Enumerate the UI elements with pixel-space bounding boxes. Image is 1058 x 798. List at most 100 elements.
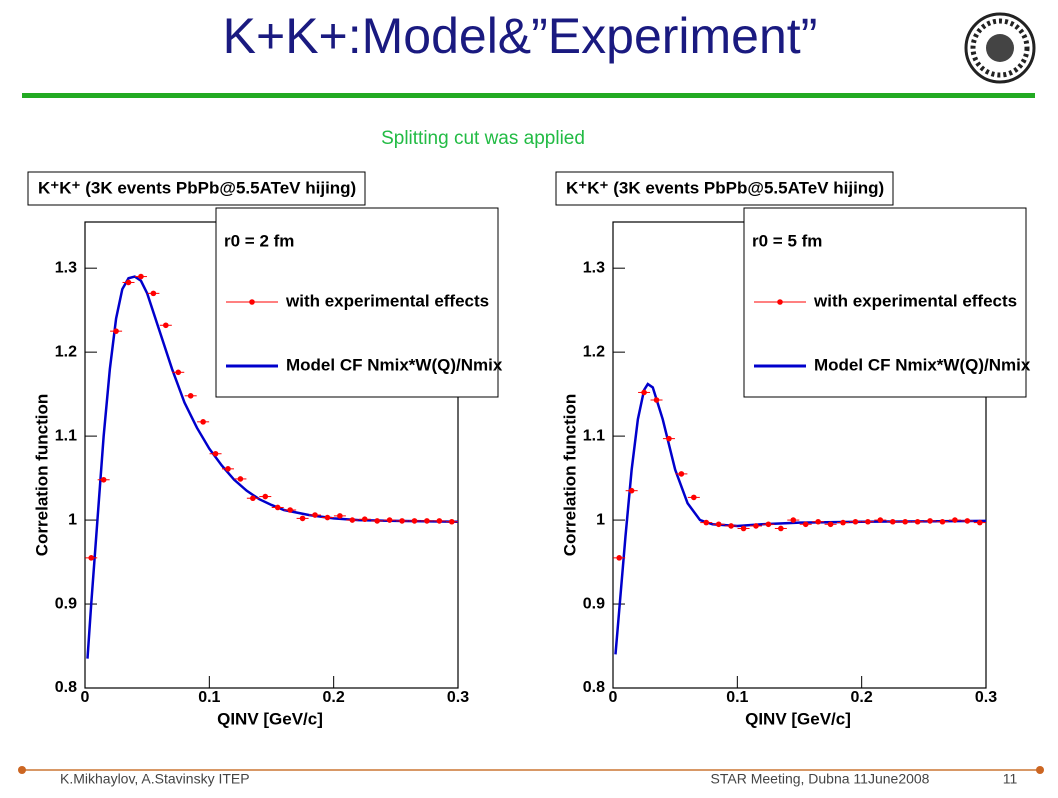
data-point bbox=[88, 555, 95, 561]
data-point bbox=[125, 279, 132, 286]
data-point bbox=[852, 518, 859, 525]
data-point bbox=[703, 519, 710, 526]
data-point bbox=[678, 471, 685, 477]
legend-swatch-point bbox=[777, 299, 783, 305]
x-tick-label: 0.3 bbox=[975, 689, 997, 706]
data-point bbox=[889, 518, 896, 525]
chart-title: K⁺K⁺ (3K events PbPb@5.5ATeV hijing) bbox=[38, 178, 356, 197]
x-tick-label: 0.3 bbox=[447, 689, 469, 706]
data-point bbox=[411, 518, 418, 524]
data-point bbox=[212, 450, 219, 457]
data-point bbox=[113, 328, 119, 334]
footer-dot bbox=[18, 766, 26, 774]
chart-title: K⁺K⁺ (3K events PbPb@5.5ATeV hijing) bbox=[566, 178, 884, 197]
x-tick-label: 0.1 bbox=[726, 689, 748, 706]
data-point bbox=[740, 525, 747, 532]
data-point bbox=[914, 518, 921, 525]
data-point bbox=[728, 523, 734, 529]
data-point bbox=[175, 369, 182, 376]
data-point bbox=[691, 494, 697, 501]
data-point bbox=[840, 519, 846, 526]
legend-label: Model CF Nmix*W(Q)/Nmix bbox=[286, 355, 503, 374]
y-tick-label: 0.8 bbox=[583, 679, 605, 696]
y-tick-label: 1.2 bbox=[583, 343, 605, 360]
data-point bbox=[287, 507, 293, 513]
legend-label: with experimental effects bbox=[285, 291, 489, 310]
data-point bbox=[312, 512, 318, 518]
slide-title: K+K+:Model&”Experiment” bbox=[223, 8, 818, 64]
data-point bbox=[877, 517, 884, 523]
data-point bbox=[765, 521, 772, 528]
y-tick-label: 0.9 bbox=[55, 595, 77, 612]
x-tick-label: 0 bbox=[609, 689, 618, 706]
x-tick-label: 0.2 bbox=[323, 689, 345, 706]
data-point bbox=[641, 389, 647, 396]
legend-label: with experimental effects bbox=[813, 291, 1017, 310]
chart-title-box bbox=[555, 171, 894, 206]
data-point bbox=[653, 397, 660, 403]
data-point bbox=[187, 393, 194, 399]
data-point bbox=[100, 476, 107, 483]
data-point bbox=[964, 518, 971, 524]
x-tick-label: 0.2 bbox=[851, 689, 873, 706]
data-point bbox=[827, 521, 834, 528]
y-tick-label: 1.3 bbox=[583, 259, 605, 276]
slide-subtitle: Splitting cut was applied bbox=[381, 128, 585, 149]
legend-title: r0 = 2 fm bbox=[224, 231, 294, 250]
data-point bbox=[138, 273, 144, 280]
data-point bbox=[952, 517, 958, 523]
data-point bbox=[628, 487, 635, 494]
data-point bbox=[424, 518, 430, 524]
y-tick-label: 1 bbox=[596, 511, 605, 528]
data-point bbox=[299, 515, 306, 522]
footer-left: K.Mikhaylov, A.Stavinsky ITEP bbox=[60, 771, 250, 787]
data-point bbox=[616, 555, 623, 561]
x-axis-label: QINV [GeV/c] bbox=[745, 709, 851, 728]
data-point bbox=[374, 518, 380, 524]
y-tick-label: 1 bbox=[68, 511, 77, 528]
data-point bbox=[250, 495, 256, 502]
data-point bbox=[361, 516, 368, 523]
data-point bbox=[150, 290, 157, 297]
x-tick-label: 0 bbox=[81, 689, 90, 706]
x-axis-label: QINV [GeV/c] bbox=[217, 709, 323, 728]
y-axis-label: Correlation function bbox=[32, 394, 51, 556]
legend-title: r0 = 5 fm bbox=[752, 231, 822, 250]
logo bbox=[964, 12, 1036, 84]
footer-center: STAR Meeting, Dubna 11June2008 bbox=[711, 771, 930, 787]
data-point bbox=[274, 504, 281, 511]
y-tick-label: 1.1 bbox=[583, 427, 605, 444]
y-tick-label: 1.2 bbox=[55, 343, 77, 360]
data-point bbox=[448, 518, 455, 525]
data-point bbox=[939, 518, 946, 525]
data-point bbox=[753, 523, 759, 529]
data-point bbox=[865, 518, 871, 525]
data-point bbox=[666, 435, 672, 442]
y-tick-label: 0.9 bbox=[583, 595, 605, 612]
data-point bbox=[436, 518, 443, 524]
data-point bbox=[262, 493, 269, 500]
legend-swatch-point bbox=[249, 299, 255, 305]
data-point bbox=[324, 514, 331, 521]
data-point bbox=[163, 322, 169, 329]
legend-label: Model CF Nmix*W(Q)/Nmix bbox=[814, 355, 1031, 374]
data-point bbox=[337, 513, 343, 519]
y-tick-label: 1.3 bbox=[55, 259, 77, 276]
data-point bbox=[802, 521, 809, 528]
data-point bbox=[927, 518, 933, 524]
data-point bbox=[225, 466, 231, 472]
model-curve bbox=[86, 275, 459, 659]
x-tick-label: 0.1 bbox=[198, 689, 220, 706]
data-point bbox=[976, 519, 983, 526]
data-point bbox=[790, 517, 797, 523]
data-point bbox=[778, 525, 784, 532]
model-curve bbox=[614, 382, 987, 655]
y-tick-label: 1.1 bbox=[55, 427, 77, 444]
data-point bbox=[349, 517, 356, 523]
data-point bbox=[715, 521, 722, 528]
y-tick-label: 0.8 bbox=[55, 679, 77, 696]
data-point bbox=[386, 517, 393, 523]
data-point bbox=[815, 518, 821, 525]
data-point bbox=[399, 518, 405, 524]
